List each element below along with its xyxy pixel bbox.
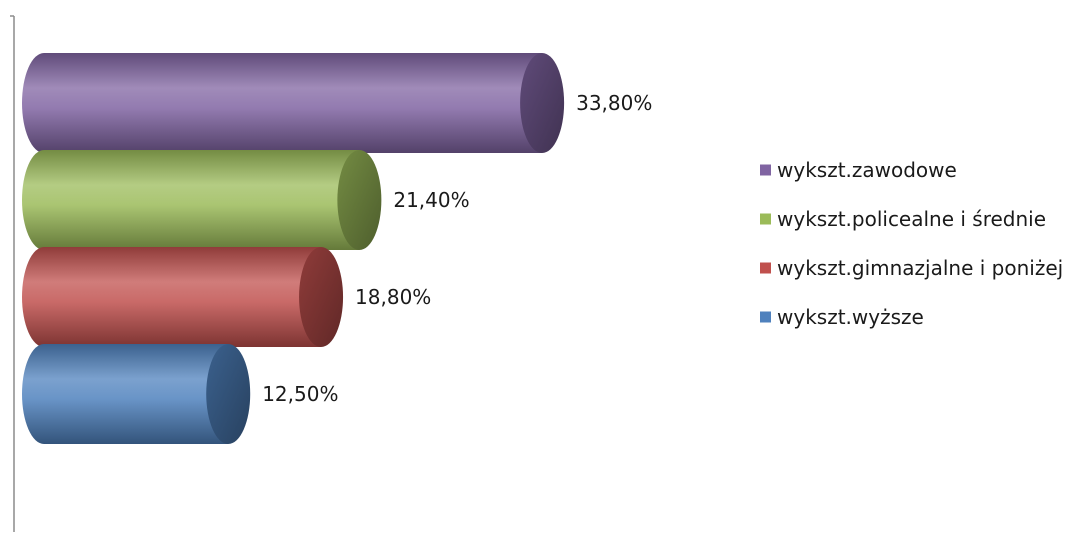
legend: wykszt.zawodowe wykszt.policealne i średn…	[760, 158, 1063, 329]
legend-label: wykszt.policealne i średnie	[777, 207, 1046, 231]
legend-item-3: wykszt.gimnazjalne i poniżej	[760, 256, 1063, 280]
legend-swatch	[760, 213, 771, 225]
bar-1	[22, 53, 565, 153]
bar-3	[22, 247, 344, 347]
bar-end-cap	[299, 247, 344, 347]
bar-body	[22, 53, 543, 153]
legend-label: wykszt.gimnazjalne i poniżej	[777, 256, 1063, 280]
bar-2	[22, 150, 382, 250]
bar-body	[22, 247, 322, 347]
legend-label: wykszt.wyższe	[777, 305, 924, 329]
bars-layer	[22, 53, 565, 444]
legend-item-2: wykszt.policealne i średnie	[760, 207, 1046, 231]
legend-label: wykszt.zawodowe	[777, 158, 957, 182]
bar-end-cap	[520, 53, 565, 153]
legend-item-1: wykszt.zawodowe	[760, 158, 957, 182]
bar-body	[22, 344, 229, 444]
legend-item-4: wykszt.wyższe	[760, 305, 924, 329]
data-label-1: 33,80%	[576, 91, 652, 115]
data-label-4: 12,50%	[262, 382, 338, 406]
bar-body	[22, 150, 360, 250]
data-label-2: 21,40%	[393, 188, 469, 212]
legend-swatch	[760, 164, 771, 176]
legend-swatch	[760, 311, 771, 323]
legend-swatch	[760, 262, 771, 274]
bar-end-cap	[337, 150, 382, 250]
bar-end-cap	[206, 344, 251, 444]
axis-layer	[10, 15, 15, 532]
data-label-3: 18,80%	[355, 285, 431, 309]
data-labels: 33,80% 21,40% 18,80% 12,50%	[262, 91, 652, 406]
bar-4	[22, 344, 251, 444]
